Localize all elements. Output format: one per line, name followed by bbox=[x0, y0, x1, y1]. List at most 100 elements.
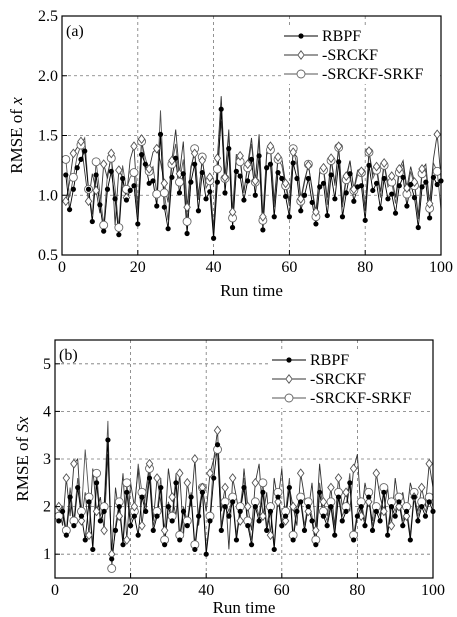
point-rbpf bbox=[320, 180, 327, 186]
point-srckf bbox=[123, 534, 131, 545]
point-srckf bbox=[304, 160, 313, 171]
point-rbpf bbox=[226, 146, 232, 152]
point-srckf bbox=[62, 196, 70, 207]
point-rbpf bbox=[218, 106, 224, 112]
point-srckf bbox=[417, 482, 426, 493]
point-rbpf bbox=[389, 191, 395, 197]
point-srckf bbox=[84, 196, 93, 207]
point-rbpf bbox=[339, 214, 346, 220]
y-axis-label: RMSE of Sx bbox=[13, 416, 32, 501]
point-rbpf bbox=[154, 513, 160, 519]
point-rbpf bbox=[400, 174, 406, 180]
point-srckf bbox=[297, 193, 305, 204]
point-srckf bbox=[138, 520, 146, 531]
point-rbpf bbox=[199, 489, 206, 495]
point-rbpf bbox=[192, 161, 198, 167]
point-rbpf bbox=[180, 508, 187, 514]
point-srckf-srkf bbox=[182, 217, 192, 226]
legend-marker bbox=[284, 393, 294, 403]
point-rbpf bbox=[139, 494, 145, 500]
point-rbpf bbox=[279, 523, 285, 529]
point-srckf bbox=[191, 454, 199, 464]
point-rbpf bbox=[128, 523, 134, 529]
point-rbpf bbox=[207, 518, 213, 524]
y-tick-label: 1.0 bbox=[38, 187, 58, 204]
point-srckf bbox=[130, 501, 139, 512]
point-srckf bbox=[433, 129, 441, 140]
point-rbpf bbox=[108, 168, 114, 174]
point-rbpf bbox=[116, 232, 122, 238]
point-rbpf bbox=[248, 156, 255, 162]
point-rbpf bbox=[347, 171, 353, 177]
point-rbpf bbox=[275, 494, 281, 500]
point-srckf bbox=[312, 525, 320, 536]
point-srckf bbox=[395, 164, 404, 174]
point-rbpf bbox=[173, 480, 179, 486]
point-rbpf bbox=[332, 532, 338, 538]
y-tick-label: 4 bbox=[43, 403, 51, 420]
point-rbpf bbox=[392, 513, 398, 519]
point-srckf bbox=[115, 165, 123, 176]
x-tick-label: 60 bbox=[281, 259, 297, 276]
point-rbpf bbox=[169, 174, 175, 180]
point-rbpf bbox=[362, 523, 368, 529]
point-srckf bbox=[92, 506, 101, 517]
point-srckf bbox=[312, 207, 320, 217]
x-tick-label: 80 bbox=[357, 259, 373, 276]
x-tick-label: 40 bbox=[198, 582, 214, 599]
y-tick-label: 2 bbox=[43, 499, 51, 516]
point-srckf bbox=[372, 161, 381, 172]
point-rbpf bbox=[203, 196, 209, 202]
panel-label: (a) bbox=[66, 23, 84, 40]
point-srckf-srkf bbox=[152, 189, 162, 199]
point-rbpf bbox=[267, 161, 274, 167]
point-srckf bbox=[228, 207, 237, 217]
point-srckf bbox=[145, 164, 153, 174]
point-srckf bbox=[69, 148, 78, 159]
point-rbpf bbox=[248, 542, 255, 548]
point-srckf bbox=[334, 141, 343, 152]
point-srckf bbox=[418, 164, 426, 174]
point-rbpf bbox=[56, 518, 62, 524]
point-srckf bbox=[168, 492, 176, 503]
point-rbpf bbox=[373, 180, 380, 186]
point-srckf bbox=[365, 146, 373, 156]
point-rbpf bbox=[157, 131, 164, 137]
point-srckf bbox=[342, 487, 350, 498]
point-srckf-srkf bbox=[107, 564, 117, 573]
point-srckf-srkf bbox=[99, 220, 109, 230]
point-srckf bbox=[183, 202, 191, 213]
point-rbpf bbox=[75, 484, 81, 491]
x-tick-label: 80 bbox=[349, 582, 365, 599]
point-rbpf bbox=[267, 508, 274, 514]
point-srckf bbox=[266, 530, 275, 541]
point-rbpf bbox=[176, 190, 183, 196]
point-srckf bbox=[206, 172, 214, 183]
point-rbpf bbox=[305, 175, 311, 182]
point-srckf-srkf bbox=[159, 188, 169, 198]
point-rbpf bbox=[230, 499, 236, 505]
point-rbpf bbox=[419, 184, 425, 190]
point-srckf bbox=[152, 143, 161, 154]
y-tick-label: 1.5 bbox=[38, 128, 58, 145]
point-rbpf bbox=[434, 181, 440, 188]
series-line-srckf-srkf bbox=[65, 110, 442, 234]
point-rbpf bbox=[298, 499, 304, 505]
point-srckf-srkf bbox=[61, 154, 71, 164]
point-srckf-srkf bbox=[175, 177, 184, 187]
point-srckf bbox=[402, 511, 411, 522]
point-rbpf bbox=[324, 212, 330, 219]
point-rbpf bbox=[207, 189, 213, 195]
point-rbpf bbox=[411, 195, 418, 201]
point-srckf bbox=[259, 211, 267, 222]
legend-marker bbox=[298, 33, 304, 39]
point-rbpf bbox=[71, 523, 77, 529]
point-rbpf bbox=[131, 183, 137, 189]
point-rbpf bbox=[419, 504, 425, 510]
point-rbpf bbox=[339, 518, 345, 524]
point-rbpf bbox=[63, 532, 69, 538]
point-rbpf bbox=[252, 192, 258, 198]
point-rbpf bbox=[161, 204, 167, 210]
legend-label: -SRCKF-SRKF bbox=[322, 66, 423, 83]
